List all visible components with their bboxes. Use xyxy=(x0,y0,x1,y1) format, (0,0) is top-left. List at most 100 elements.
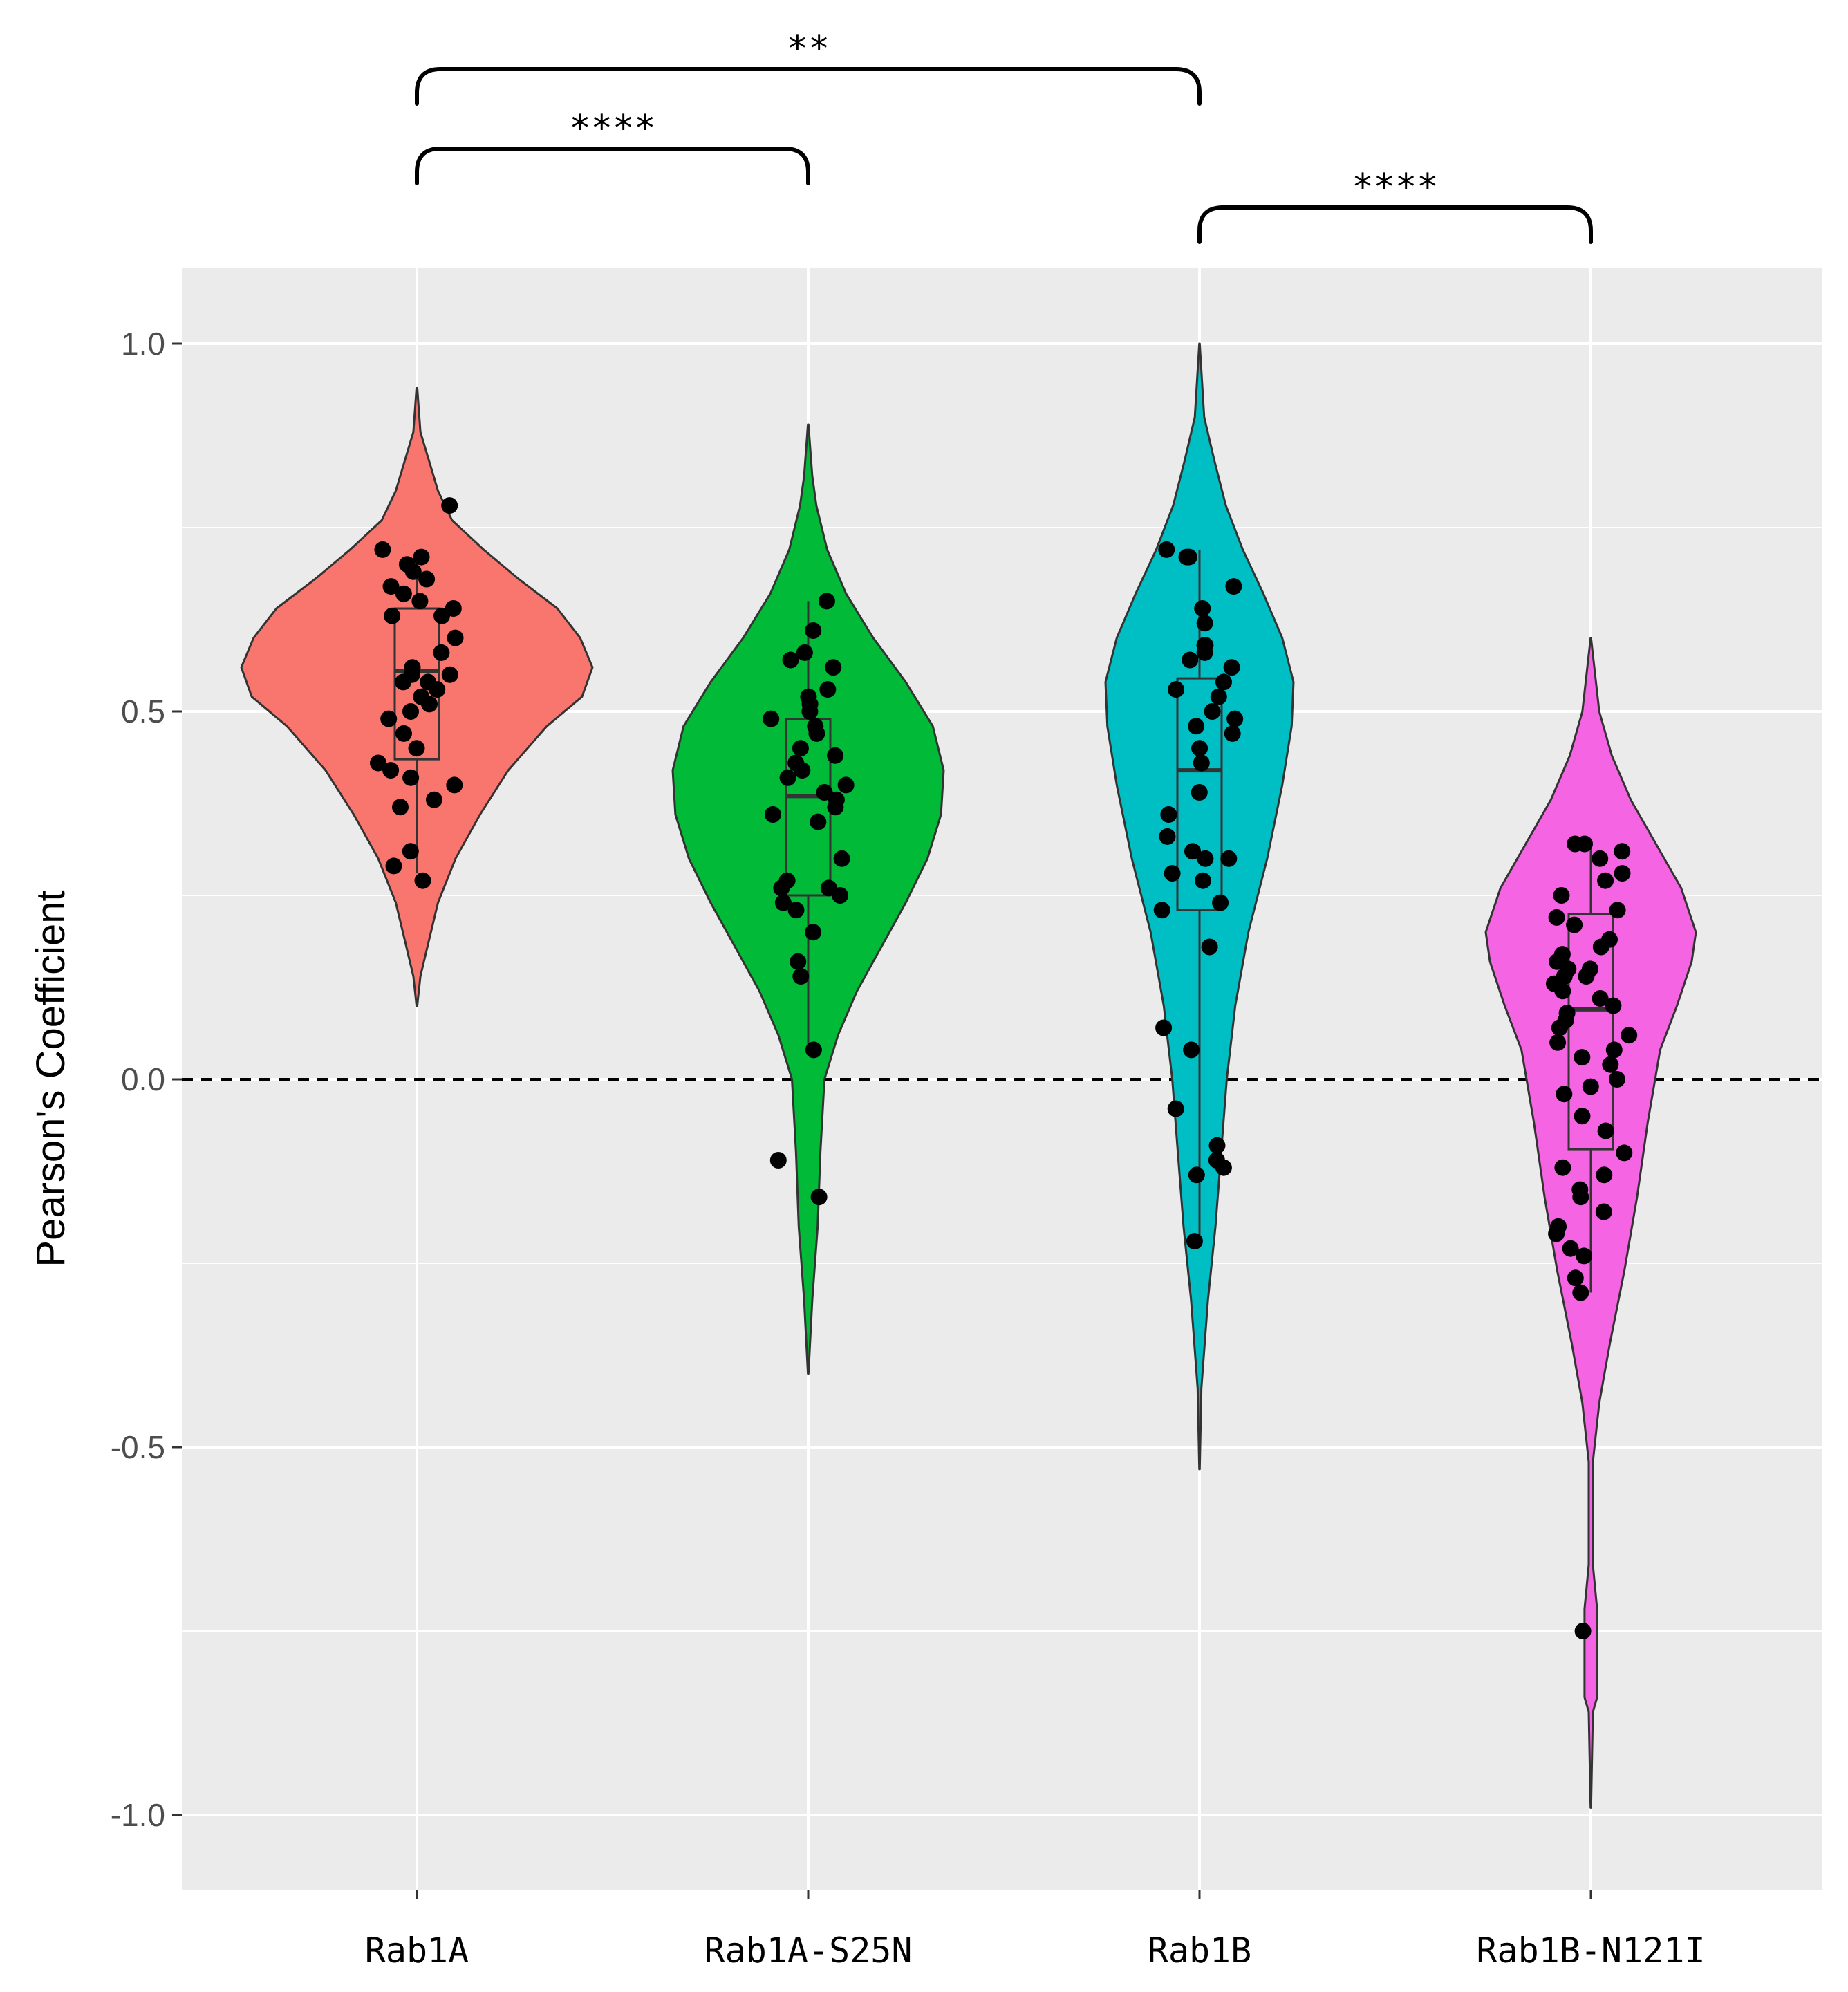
data-point xyxy=(426,791,442,808)
data-point xyxy=(1548,1225,1565,1242)
violin-rab1b xyxy=(1104,342,1295,1471)
data-point xyxy=(1226,710,1244,727)
data-point xyxy=(1609,902,1626,919)
data-point xyxy=(1188,718,1205,735)
data-point xyxy=(1614,865,1631,882)
data-point xyxy=(395,585,412,602)
data-point xyxy=(1562,1240,1579,1257)
data-point xyxy=(1167,1100,1184,1117)
data-point xyxy=(1602,1056,1619,1073)
significance-label: **** xyxy=(569,108,655,149)
axes: -1.0 -0.5 0.0 0.5 1.0 Rab1A Rab1A-S25N Rab1B Rab… xyxy=(111,326,1706,1971)
significance-bracket: **** xyxy=(1197,167,1593,244)
y-axis-label: Pearson's Coefficient xyxy=(28,890,73,1267)
data-point xyxy=(1195,872,1211,889)
data-point xyxy=(404,563,422,580)
data-point xyxy=(1605,1041,1623,1059)
data-point xyxy=(446,776,463,794)
data-point xyxy=(1220,850,1238,867)
data-point xyxy=(805,924,822,941)
x-tick-label-rab1b: Rab1B xyxy=(1148,1930,1252,1971)
data-point xyxy=(421,696,438,713)
data-point xyxy=(418,570,436,588)
data-point xyxy=(1215,1159,1232,1176)
significance-bracket: ** xyxy=(415,28,1202,106)
data-point xyxy=(827,799,844,816)
data-point xyxy=(1608,1071,1625,1088)
y-tick-label: 0.5 xyxy=(121,694,165,729)
data-point xyxy=(1201,938,1218,956)
data-point xyxy=(380,710,398,727)
data-point xyxy=(433,644,450,661)
data-point xyxy=(1184,843,1201,860)
data-point xyxy=(374,541,391,558)
data-point xyxy=(1191,740,1208,757)
data-point xyxy=(774,894,792,911)
data-point xyxy=(1225,578,1242,595)
data-point xyxy=(805,622,822,639)
significance-brackets: ********** xyxy=(415,28,1593,244)
data-point xyxy=(1224,725,1241,742)
data-point xyxy=(837,776,855,794)
data-point xyxy=(1160,806,1177,823)
data-point xyxy=(787,902,805,919)
data-point xyxy=(1578,968,1595,985)
data-point xyxy=(433,607,450,624)
data-point xyxy=(796,644,813,661)
y-tick-label: 0.0 xyxy=(121,1061,165,1097)
data-point xyxy=(1574,1623,1592,1639)
data-point xyxy=(1196,615,1213,632)
data-point xyxy=(1212,894,1229,911)
data-point xyxy=(1182,651,1199,669)
y-tick-label: 1.0 xyxy=(121,326,165,362)
data-point xyxy=(447,629,464,646)
data-point xyxy=(1592,850,1609,867)
significance-label: **** xyxy=(1352,167,1438,208)
boxplot-rab1b-n121i xyxy=(1567,844,1614,1293)
data-point xyxy=(1592,990,1609,1007)
data-point xyxy=(833,850,850,867)
data-point xyxy=(1548,909,1565,926)
data-point xyxy=(805,1041,822,1059)
data-point xyxy=(769,1152,787,1169)
data-point xyxy=(1183,1041,1200,1059)
data-point xyxy=(1194,600,1211,617)
data-point xyxy=(825,659,842,676)
data-point xyxy=(801,703,819,720)
data-point xyxy=(1159,828,1176,845)
data-point xyxy=(413,548,430,566)
data-point xyxy=(779,769,796,786)
data-point xyxy=(392,799,409,816)
data-point xyxy=(1191,784,1208,801)
data-point xyxy=(810,1189,828,1206)
data-point xyxy=(1155,1019,1173,1036)
data-point xyxy=(1551,1019,1568,1036)
data-point xyxy=(810,813,827,830)
data-point xyxy=(1605,997,1622,1014)
data-point xyxy=(1186,1233,1203,1250)
data-point xyxy=(1597,872,1614,889)
data-point xyxy=(1193,754,1210,772)
data-point xyxy=(1153,902,1170,919)
data-point xyxy=(384,607,401,624)
data-point xyxy=(1574,1049,1591,1066)
data-point xyxy=(1554,983,1571,1000)
data-point xyxy=(763,710,780,727)
bracket-line xyxy=(415,67,1202,106)
data-point xyxy=(1178,548,1195,566)
data-point xyxy=(792,968,810,985)
y-tick-label: -0.5 xyxy=(111,1429,165,1465)
points-layer xyxy=(370,497,1638,1639)
bracket-line xyxy=(1197,205,1593,244)
data-point xyxy=(1164,865,1181,882)
data-point xyxy=(382,762,400,779)
data-point xyxy=(773,879,790,897)
data-point xyxy=(408,740,425,757)
data-point xyxy=(1223,659,1240,676)
data-point xyxy=(1196,644,1213,661)
x-tick-label-rab1a: Rab1A xyxy=(365,1930,469,1971)
data-point xyxy=(790,953,807,970)
data-point xyxy=(1572,1189,1589,1206)
data-point xyxy=(1582,1078,1599,1095)
